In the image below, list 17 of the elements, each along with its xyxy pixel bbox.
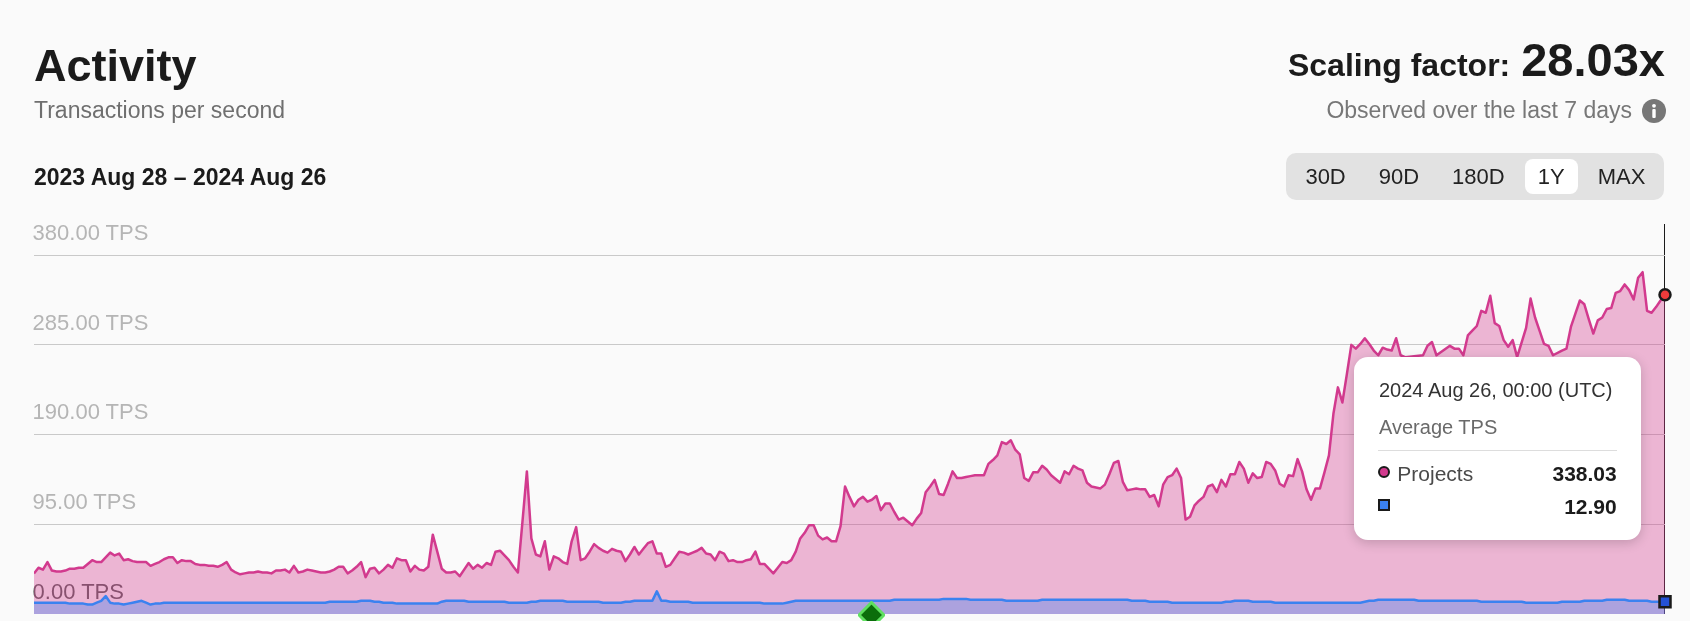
chart-title: Activity <box>34 39 197 91</box>
y-tick-label: 95.00 TPS <box>32 488 137 514</box>
text: 28.03x <box>1521 33 1665 87</box>
y-tick-label: 285.00 TPS <box>32 309 149 335</box>
annotation: 338.03 <box>1552 461 1617 485</box>
range-selector: 30D 90D 180D 1Y MAX <box>1286 153 1665 201</box>
legend-title: Average TPS <box>1379 416 1498 439</box>
annotation: 12.90 <box>1564 494 1617 518</box>
text: Observed over the last 7 days <box>1326 96 1632 123</box>
y-tick-label: 380.00 TPS <box>32 219 149 245</box>
legend-label: Projects <box>1397 461 1474 485</box>
text: 2023 Aug 28 – 2024 Aug 26 <box>34 163 327 190</box>
chart-subtitle: Transactions per second <box>34 97 286 124</box>
annotation: 2024 Aug 26, 00:00 (UTC) <box>1379 379 1613 402</box>
y-tick-label: 190.00 TPS <box>32 399 149 425</box>
selected-button: 1Y <box>1524 159 1578 195</box>
text: Scaling factor: <box>1287 47 1511 84</box>
